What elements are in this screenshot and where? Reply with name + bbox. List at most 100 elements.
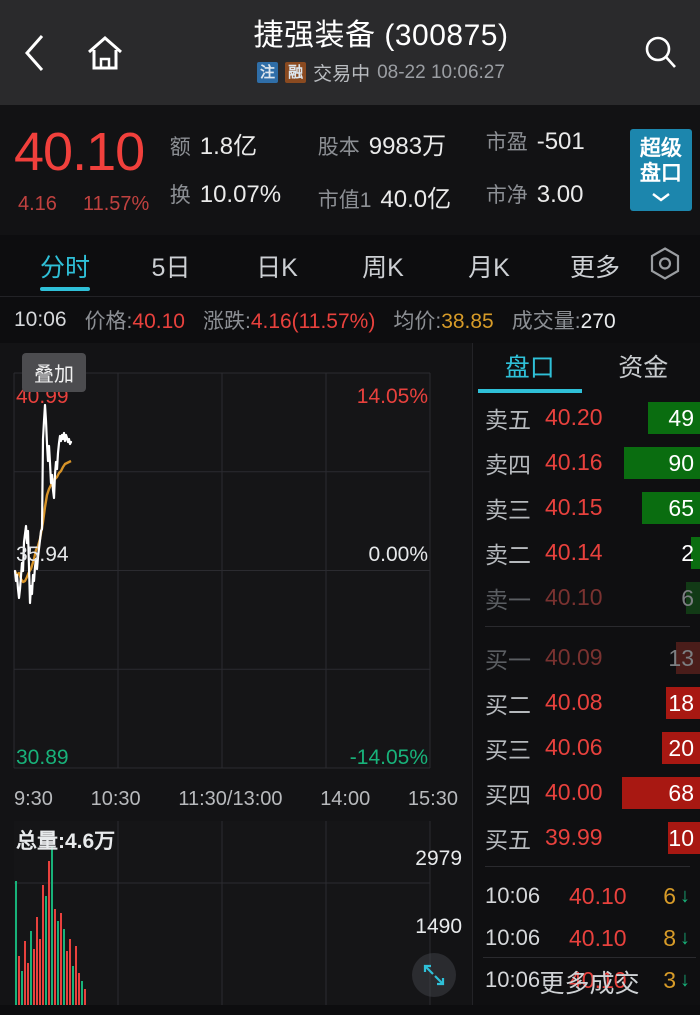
info-volume: 成交量:270	[512, 305, 616, 335]
row-label: 买二	[485, 691, 531, 718]
row-label: 买五	[485, 826, 531, 853]
app-header: 捷强装备 (300875) 注 融 交易中 08-22 10:06:27	[0, 0, 700, 105]
tick-price: 40.10	[569, 966, 627, 993]
super-orderbook-button[interactable]: 超级 盘口	[629, 129, 692, 211]
orderbook-row[interactable]: 卖四 40.16 90	[473, 440, 700, 485]
row-volume-bar	[691, 536, 700, 569]
row-volume-bar	[642, 491, 700, 524]
tick-volume: 6	[663, 882, 676, 909]
row-volume-bar	[648, 401, 700, 434]
intraday-chart-pane[interactable]: 叠加 40.99 14.05% 35.94 0.00% 30.89 -14.05…	[0, 343, 472, 1005]
row-volume-bar-wrap: 20	[629, 731, 700, 764]
tab-5day[interactable]: 5日	[118, 235, 224, 297]
stat-value: 1.8亿	[199, 133, 258, 160]
quote-summary: 40.10 4.16 11.57% 额 1.8亿 股本 9983万 市盈 -50…	[0, 105, 700, 235]
tab-label: 周K	[362, 253, 404, 282]
tab-label: 日K	[256, 253, 298, 282]
chart-low-price: 30.89	[16, 746, 69, 769]
stat-label: 市净	[485, 184, 528, 207]
chart-low-percent: -14.05%	[349, 746, 428, 769]
quote-timestamp: 08-22 10:06:27	[377, 61, 505, 83]
more-trades-button[interactable]: 更多成交	[483, 957, 696, 1005]
time-tick: 11:30/13:00	[178, 788, 283, 810]
trade-tick-row[interactable]: 10:06 40.10 6 ↓	[473, 875, 700, 917]
row-label: 买四	[485, 781, 531, 808]
super-orderbook-label-2: 盘口	[639, 162, 682, 185]
row-price: 40.09	[545, 644, 603, 670]
orderbook-row[interactable]: 买四 40.00 68	[473, 770, 700, 815]
orderbook-row[interactable]: 买二 40.08 18	[473, 680, 700, 725]
orderbook-row[interactable]: 卖三 40.15 65	[473, 485, 700, 530]
tab-label: 分时	[39, 253, 90, 282]
tick-time: 10:06	[485, 925, 541, 950]
volume-total: 总量:4.6万	[16, 830, 116, 853]
row-volume-bar	[676, 641, 700, 674]
main-content: 叠加 40.99 14.05% 35.94 0.00% 30.89 -14.05…	[0, 343, 700, 1005]
price-chart[interactable]: 叠加 40.99 14.05% 35.94 0.00% 30.89 -14.05…	[0, 343, 472, 810]
orderbook-divider	[485, 626, 690, 627]
trade-tick-row[interactable]: 10:06 40.10 3 ↓	[473, 959, 700, 1001]
volume-chart[interactable]: 总量:4.6万 2979 1490	[0, 821, 472, 1005]
tab-capital-flow[interactable]: 资金	[618, 354, 669, 382]
expand-fullscreen-icon	[423, 964, 445, 986]
row-volume-bar-wrap: 13	[629, 641, 700, 674]
orderbook-row[interactable]: 卖五 40.20 49	[473, 395, 700, 440]
gear-hexagon-icon	[650, 246, 680, 280]
chevron-down-icon	[652, 192, 670, 202]
info-price: 价格:40.10	[85, 305, 185, 335]
time-tick: 10:30	[90, 788, 141, 810]
row-label: 买一	[485, 646, 531, 673]
buy-rows: 买一 40.09 13 买二 40.08 18 买三	[473, 633, 700, 860]
row-price: 40.15	[545, 494, 603, 520]
price-column: 40.10 4.16 11.57%	[14, 125, 170, 216]
info-avg: 均价:38.85	[393, 305, 493, 335]
back-button[interactable]	[0, 32, 70, 74]
time-tick: 14:00	[320, 788, 371, 810]
tab-label: 更多	[569, 253, 620, 282]
orderbook-row[interactable]: 卖一 40.10 6	[473, 575, 700, 620]
stat-value: 10.07%	[199, 181, 282, 208]
chart-high-percent: 14.05%	[356, 385, 428, 408]
chart-settings-button[interactable]	[648, 245, 682, 286]
change-row: 4.16 11.57%	[14, 193, 170, 216]
orderbook-row[interactable]: 买五 39.99 10	[473, 815, 700, 860]
orderbook-row[interactable]: 买一 40.09 13	[473, 635, 700, 680]
home-button[interactable]	[70, 34, 140, 72]
tab-more[interactable]: 更多	[542, 235, 648, 297]
stat-value: 40.0亿	[380, 186, 452, 213]
chart-tabbar: 分时 5日 日K 周K 月K 更多	[0, 235, 700, 297]
chart-mid-percent: 0.00%	[368, 543, 428, 566]
price-change-percent: 11.57%	[82, 192, 150, 215]
info-avg-label: 均价:	[393, 310, 442, 333]
stats-grid: 额 1.8亿 股本 9983万 市盈 -501 换 10.07% 市	[170, 126, 630, 214]
trade-tick-row[interactable]: 10:06 40.10 8 ↓	[473, 917, 700, 959]
orderbook-row[interactable]: 买三 40.06 20	[473, 725, 700, 770]
orderbook-row[interactable]: 卖二 40.14 2	[473, 530, 700, 575]
row-volume-bar	[666, 686, 700, 719]
row-volume-bar-wrap: 65	[629, 491, 700, 524]
tab-weekly-k[interactable]: 周K	[330, 235, 436, 297]
info-volume-value: 270	[580, 310, 616, 333]
search-icon	[645, 36, 676, 68]
header-subtitle: 注 融 交易中 08-22 10:06:27	[257, 59, 505, 86]
ticks-divider	[485, 866, 690, 867]
badge-registration: 注	[257, 62, 279, 84]
crosshair-infobar: 10:06 价格:40.10 涨跌:4.16(11.57%) 均价:38.85 …	[0, 297, 700, 343]
row-volume: 10	[668, 824, 694, 851]
tick-time: 10:06	[485, 883, 541, 908]
row-label: 卖五	[485, 406, 531, 433]
tab-orderbook[interactable]: 盘口	[473, 343, 587, 393]
price-change: 4.16	[18, 192, 57, 215]
overlay-button[interactable]: 叠加	[22, 353, 86, 392]
row-volume: 49	[668, 404, 694, 431]
row-volume-bar-wrap: 18	[629, 686, 700, 719]
expand-chart-button[interactable]	[412, 953, 456, 997]
search-button[interactable]	[622, 33, 700, 73]
tab-monthly-k[interactable]: 月K	[436, 235, 542, 297]
tab-fenshi[interactable]: 分时	[12, 235, 118, 297]
row-price: 40.08	[545, 689, 603, 715]
tab-daily-k[interactable]: 日K	[224, 235, 330, 297]
info-avg-value: 38.85	[441, 310, 494, 333]
stat-value: -501	[536, 128, 585, 155]
